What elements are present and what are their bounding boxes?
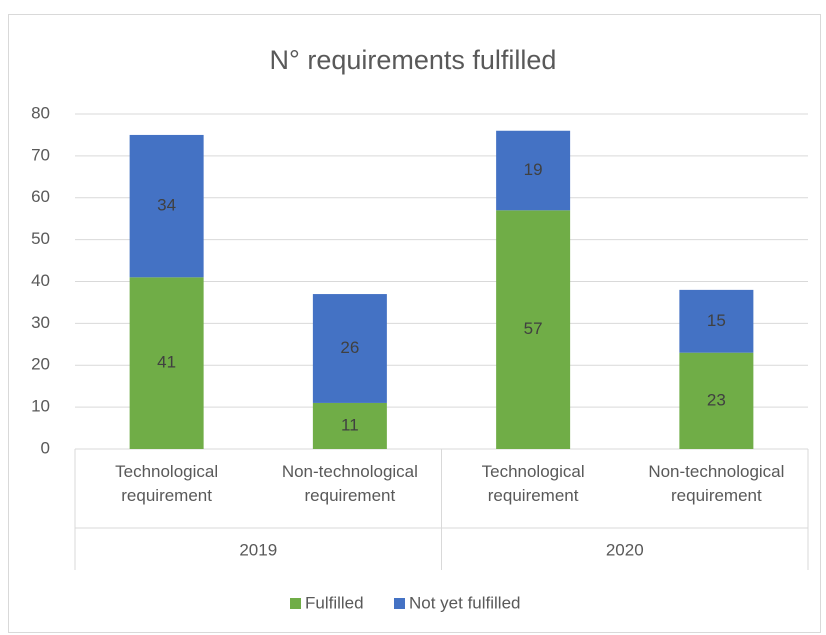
- data-label: 23: [707, 390, 726, 409]
- legend-swatch: [290, 598, 301, 609]
- y-tick-label: 60: [31, 187, 50, 206]
- y-tick-label: 70: [31, 145, 50, 164]
- bar-segment: [679, 289, 754, 353]
- bar-segment: [312, 294, 387, 403]
- y-tick-label: 40: [31, 271, 50, 290]
- data-label: 19: [524, 160, 543, 179]
- group-label: 2020: [606, 540, 644, 559]
- bar-segment: [129, 134, 204, 278]
- group-label: 2019: [239, 540, 277, 559]
- data-label: 57: [524, 319, 543, 338]
- data-label: 11: [341, 415, 359, 434]
- x-tick-label: Non-technological requirement: [281, 462, 418, 505]
- bar-segment: [496, 210, 571, 449]
- legend-swatch: [394, 598, 405, 609]
- data-label: 41: [157, 353, 176, 372]
- y-tick-label: 30: [31, 313, 50, 332]
- x-tick-label: Technological requirement: [115, 462, 219, 505]
- legend-label: Not yet fulfilled: [409, 593, 521, 612]
- data-label: 34: [157, 196, 176, 215]
- y-tick-label: 20: [31, 355, 50, 374]
- y-tick-label: 50: [31, 229, 50, 248]
- bar-segment: [679, 352, 754, 449]
- x-tick-label: Technological requirement: [481, 462, 585, 505]
- y-tick-label: 0: [41, 438, 50, 457]
- chart-title: N° requirements fulfilled: [270, 45, 557, 75]
- y-tick-label: 10: [31, 397, 50, 416]
- legend-label: Fulfilled: [305, 593, 364, 612]
- bar-segment: [129, 277, 204, 449]
- x-tick-label: Non-technological requirement: [648, 462, 785, 505]
- data-label: 15: [707, 311, 726, 330]
- bar-segment: [312, 402, 387, 449]
- y-tick-label: 80: [31, 103, 50, 122]
- bar-segment: [496, 130, 571, 211]
- data-label: 26: [340, 338, 359, 357]
